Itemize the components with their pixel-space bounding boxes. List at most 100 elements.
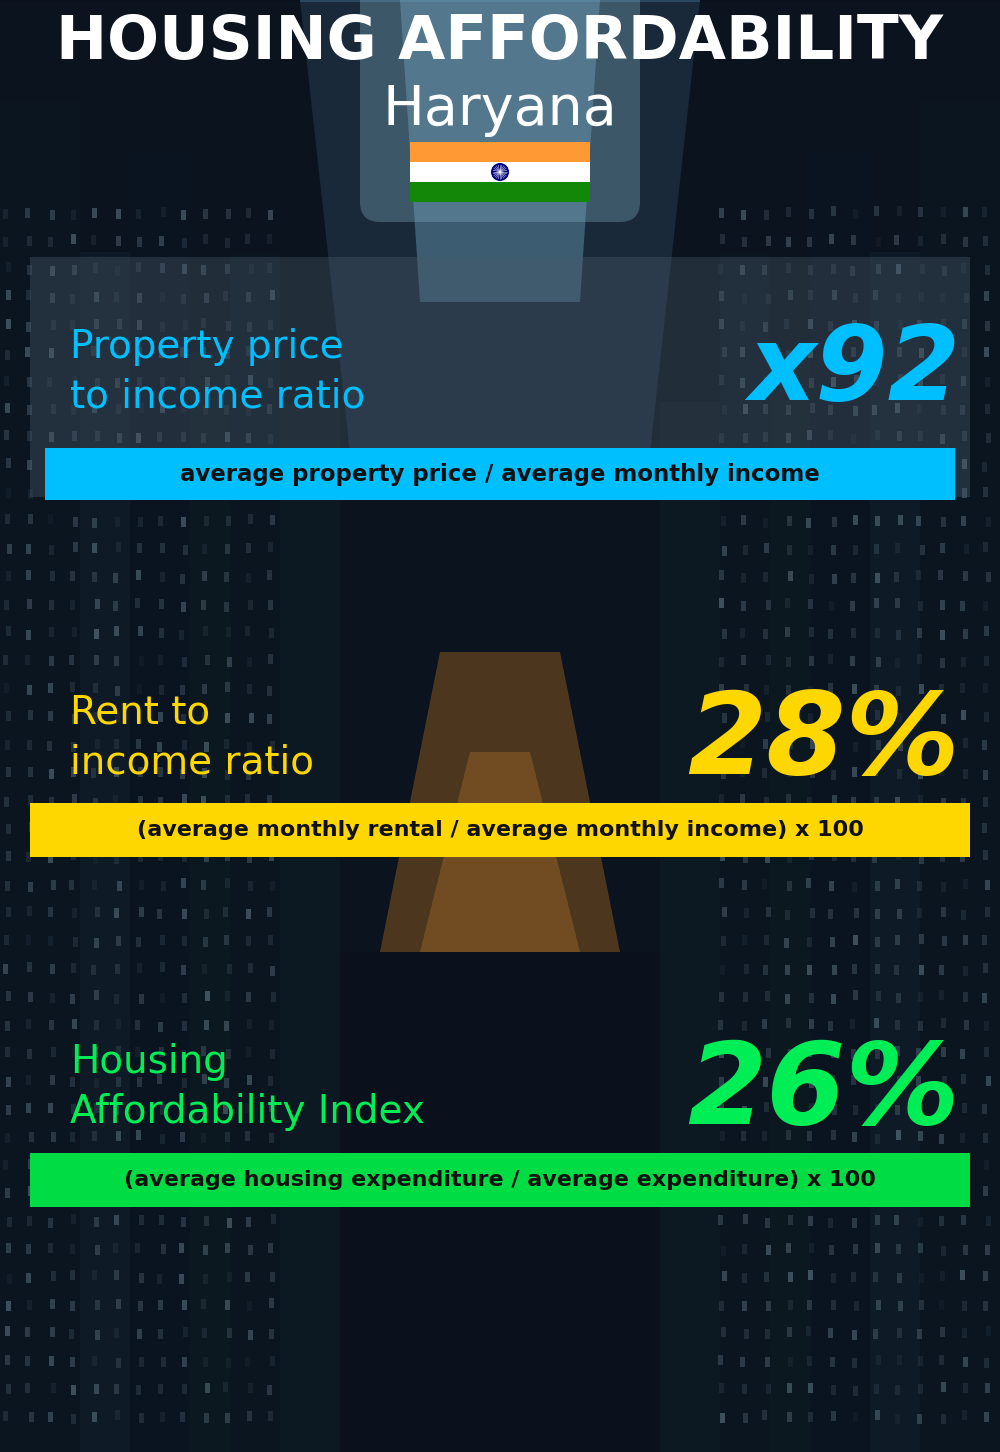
FancyBboxPatch shape bbox=[896, 460, 901, 470]
FancyBboxPatch shape bbox=[246, 909, 251, 919]
FancyBboxPatch shape bbox=[962, 459, 967, 469]
FancyBboxPatch shape bbox=[740, 321, 745, 331]
FancyBboxPatch shape bbox=[246, 489, 251, 499]
FancyBboxPatch shape bbox=[4, 376, 9, 386]
FancyBboxPatch shape bbox=[247, 1301, 252, 1311]
FancyBboxPatch shape bbox=[764, 797, 769, 806]
FancyBboxPatch shape bbox=[763, 629, 768, 639]
FancyBboxPatch shape bbox=[763, 518, 768, 527]
FancyBboxPatch shape bbox=[741, 211, 746, 219]
FancyBboxPatch shape bbox=[787, 767, 792, 777]
FancyBboxPatch shape bbox=[27, 431, 32, 440]
FancyBboxPatch shape bbox=[807, 1131, 812, 1141]
FancyBboxPatch shape bbox=[763, 739, 768, 749]
FancyBboxPatch shape bbox=[832, 517, 837, 527]
FancyBboxPatch shape bbox=[916, 1076, 921, 1086]
FancyBboxPatch shape bbox=[182, 993, 187, 1002]
FancyBboxPatch shape bbox=[983, 1186, 988, 1196]
FancyBboxPatch shape bbox=[28, 514, 33, 524]
FancyBboxPatch shape bbox=[246, 1188, 251, 1198]
FancyBboxPatch shape bbox=[48, 684, 53, 693]
FancyBboxPatch shape bbox=[873, 767, 878, 777]
FancyBboxPatch shape bbox=[919, 684, 924, 694]
FancyBboxPatch shape bbox=[941, 1105, 946, 1114]
FancyBboxPatch shape bbox=[49, 544, 54, 555]
FancyBboxPatch shape bbox=[3, 655, 8, 665]
FancyBboxPatch shape bbox=[95, 488, 100, 498]
FancyBboxPatch shape bbox=[114, 626, 119, 636]
FancyBboxPatch shape bbox=[72, 1019, 77, 1029]
FancyBboxPatch shape bbox=[941, 1246, 946, 1256]
FancyBboxPatch shape bbox=[136, 571, 141, 581]
FancyBboxPatch shape bbox=[852, 684, 857, 694]
FancyBboxPatch shape bbox=[941, 713, 946, 723]
FancyBboxPatch shape bbox=[271, 1159, 276, 1169]
FancyBboxPatch shape bbox=[788, 571, 793, 581]
FancyBboxPatch shape bbox=[27, 237, 32, 247]
FancyBboxPatch shape bbox=[719, 1160, 724, 1170]
FancyBboxPatch shape bbox=[960, 405, 965, 415]
FancyBboxPatch shape bbox=[159, 348, 164, 359]
Text: 28%: 28% bbox=[687, 687, 960, 797]
FancyBboxPatch shape bbox=[788, 1272, 793, 1282]
FancyBboxPatch shape bbox=[984, 656, 989, 666]
FancyBboxPatch shape bbox=[27, 963, 32, 971]
FancyBboxPatch shape bbox=[225, 489, 230, 499]
FancyBboxPatch shape bbox=[71, 211, 76, 221]
FancyBboxPatch shape bbox=[138, 1162, 143, 1172]
FancyBboxPatch shape bbox=[30, 803, 970, 857]
FancyBboxPatch shape bbox=[157, 431, 162, 441]
FancyBboxPatch shape bbox=[852, 1133, 857, 1143]
FancyBboxPatch shape bbox=[225, 1243, 230, 1253]
FancyBboxPatch shape bbox=[763, 431, 768, 441]
FancyBboxPatch shape bbox=[919, 1273, 924, 1284]
FancyBboxPatch shape bbox=[73, 937, 78, 947]
FancyBboxPatch shape bbox=[245, 825, 250, 835]
FancyBboxPatch shape bbox=[876, 741, 881, 751]
FancyBboxPatch shape bbox=[157, 823, 162, 833]
FancyBboxPatch shape bbox=[94, 629, 99, 639]
FancyBboxPatch shape bbox=[741, 489, 746, 499]
FancyBboxPatch shape bbox=[744, 909, 749, 918]
FancyBboxPatch shape bbox=[719, 1048, 724, 1059]
FancyBboxPatch shape bbox=[48, 1411, 53, 1422]
FancyBboxPatch shape bbox=[225, 1133, 230, 1141]
FancyBboxPatch shape bbox=[92, 1270, 97, 1281]
FancyBboxPatch shape bbox=[269, 851, 274, 861]
FancyBboxPatch shape bbox=[743, 404, 748, 414]
FancyBboxPatch shape bbox=[95, 1330, 100, 1340]
FancyBboxPatch shape bbox=[983, 797, 988, 807]
FancyBboxPatch shape bbox=[942, 1076, 947, 1086]
FancyBboxPatch shape bbox=[919, 292, 924, 302]
FancyBboxPatch shape bbox=[158, 713, 163, 723]
FancyBboxPatch shape bbox=[720, 253, 770, 1452]
FancyBboxPatch shape bbox=[135, 1243, 140, 1253]
FancyBboxPatch shape bbox=[851, 1160, 856, 1170]
FancyBboxPatch shape bbox=[721, 935, 726, 945]
FancyBboxPatch shape bbox=[719, 433, 724, 443]
FancyBboxPatch shape bbox=[918, 1217, 923, 1227]
FancyBboxPatch shape bbox=[962, 1410, 967, 1420]
FancyBboxPatch shape bbox=[872, 854, 877, 862]
FancyBboxPatch shape bbox=[70, 489, 75, 499]
FancyBboxPatch shape bbox=[787, 852, 792, 862]
FancyBboxPatch shape bbox=[70, 1270, 75, 1281]
FancyBboxPatch shape bbox=[853, 1105, 858, 1115]
FancyBboxPatch shape bbox=[270, 1272, 275, 1282]
FancyBboxPatch shape bbox=[763, 322, 768, 331]
FancyBboxPatch shape bbox=[787, 1076, 792, 1086]
FancyBboxPatch shape bbox=[137, 1329, 142, 1339]
FancyBboxPatch shape bbox=[225, 1300, 230, 1310]
FancyBboxPatch shape bbox=[660, 402, 760, 1452]
FancyBboxPatch shape bbox=[29, 1133, 34, 1141]
FancyBboxPatch shape bbox=[51, 319, 56, 330]
FancyBboxPatch shape bbox=[940, 852, 945, 862]
FancyBboxPatch shape bbox=[94, 1217, 99, 1227]
FancyBboxPatch shape bbox=[245, 626, 250, 636]
FancyBboxPatch shape bbox=[895, 1385, 900, 1395]
FancyBboxPatch shape bbox=[961, 799, 966, 807]
FancyBboxPatch shape bbox=[766, 906, 771, 916]
FancyBboxPatch shape bbox=[720, 964, 725, 974]
FancyBboxPatch shape bbox=[73, 542, 78, 552]
FancyBboxPatch shape bbox=[139, 995, 144, 1003]
